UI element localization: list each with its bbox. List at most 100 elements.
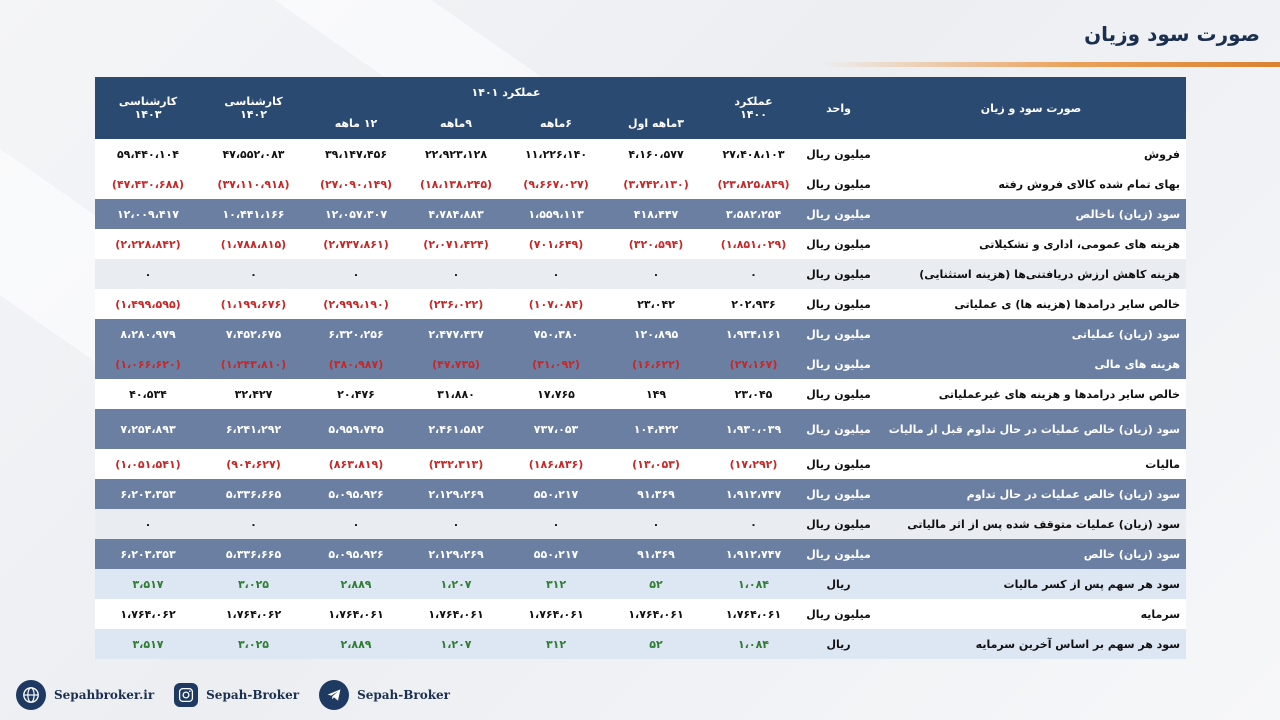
row-label: سود هر سهم بر اساس آخرین سرمایه bbox=[876, 629, 1187, 659]
footer-website[interactable]: Sepahbroker.ir bbox=[16, 680, 154, 710]
row-value: ۳۱۲ bbox=[506, 569, 607, 599]
table-row: هزینه های عمومی، اداری و تشکیلاتی میلیون … bbox=[95, 229, 1187, 259]
table-body: فروش میلیون ریال ۲۷،۴۰۸،۱۰۳ ۴،۱۶۰،۵۷۷ ۱۱،۲۲۶… bbox=[95, 139, 1187, 659]
row-value: ۳،۰۲۵ bbox=[201, 569, 306, 599]
row-value: ۵،۰۹۵،۹۲۶ bbox=[306, 539, 407, 569]
row-value: (۲،۹۹۹،۱۹۰) bbox=[306, 289, 407, 319]
row-value: ۱۲،۰۵۷،۳۰۷ bbox=[306, 199, 407, 229]
row-value: ۷۳۷،۰۵۳ bbox=[506, 409, 607, 449]
row-value: ۱،۹۱۲،۷۴۷ bbox=[706, 479, 802, 509]
row-label: سود (زیان) عملیات متوقف شده پس از اثر ما… bbox=[876, 509, 1187, 539]
row-value: ۳۱،۸۸۰ bbox=[406, 379, 507, 409]
row-unit: میلیون ریال bbox=[801, 139, 877, 169]
row-value: ۲۳،۰۴۲ bbox=[606, 289, 707, 319]
row-value: ۱۰،۴۴۱،۱۶۶ bbox=[201, 199, 306, 229]
row-value: ۱،۷۶۴،۰۶۱ bbox=[706, 599, 802, 629]
row-label: سرمایه bbox=[876, 599, 1187, 629]
row-value: ۲،۸۸۹ bbox=[306, 569, 407, 599]
row-value: (۲،۰۷۱،۴۲۴) bbox=[406, 229, 507, 259]
row-value: ۲،۸۸۹ bbox=[306, 629, 407, 659]
row-unit: میلیون ریال bbox=[801, 379, 877, 409]
row-value: ۰ bbox=[306, 259, 407, 289]
row-unit: میلیون ریال bbox=[801, 409, 877, 449]
row-value: ۵۲ bbox=[606, 629, 707, 659]
table-row: سود (زیان) خالص عملیات در حال تداوم میلیو… bbox=[95, 479, 1187, 509]
row-value: (۳،۷۴۲،۱۳۰) bbox=[606, 169, 707, 199]
row-unit: میلیون ریال bbox=[801, 289, 877, 319]
row-value: ۳،۵۸۲،۲۵۴ bbox=[706, 199, 802, 229]
row-value: (۱،۰۶۶،۶۲۰) bbox=[95, 349, 201, 379]
row-value: ۵۵۰،۲۱۷ bbox=[506, 539, 607, 569]
row-unit: میلیون ریال bbox=[801, 509, 877, 539]
row-value: ۱،۷۶۴،۰۶۱ bbox=[506, 599, 607, 629]
row-label: سود (زیان) خالص bbox=[876, 539, 1187, 569]
row-unit: میلیون ریال bbox=[801, 349, 877, 379]
row-label: هزینه های مالی bbox=[876, 349, 1187, 379]
row-label: سود (زیان) خالص عملیات در حال تداوم قبل … bbox=[876, 409, 1187, 449]
website-label: Sepahbroker.ir bbox=[54, 688, 155, 702]
row-value: (۳۳۲،۳۱۳) bbox=[406, 449, 507, 479]
row-value: (۳۱،۰۹۲) bbox=[506, 349, 607, 379]
row-value: ۶،۲۴۱،۲۹۲ bbox=[201, 409, 306, 449]
footer-instagram[interactable]: Sepah-Broker bbox=[174, 683, 299, 707]
row-value: ۲۰،۴۷۶ bbox=[306, 379, 407, 409]
row-value: (۳۸۰،۹۸۷) bbox=[306, 349, 407, 379]
footer-telegram[interactable]: Sepah-Broker bbox=[319, 680, 450, 710]
row-label: سود هر سهم پس از کسر مالیات bbox=[876, 569, 1187, 599]
row-value: (۱۶،۶۲۲) bbox=[606, 349, 707, 379]
row-label: سود (زیان) ناخالص bbox=[876, 199, 1187, 229]
row-value: ۴،۷۸۴،۸۸۳ bbox=[406, 199, 507, 229]
row-value: ۱،۹۳۴،۱۶۱ bbox=[706, 319, 802, 349]
row-value: ۴۰،۵۳۴ bbox=[95, 379, 201, 409]
telegram-label: Sepah-Broker bbox=[357, 688, 450, 702]
footer: Sepahbroker.ir Sepah-Broker Sepah-Broker bbox=[16, 680, 450, 710]
row-label: خالص سایر درامدها و هزینه های غیرعملیاتی bbox=[876, 379, 1187, 409]
row-value: ۰ bbox=[706, 259, 802, 289]
table-row: هزینه های مالی میلیون ریال (۲۷،۱۶۷) (۱۶،۶۲۲… bbox=[95, 349, 1187, 379]
row-value: ۵۵۰،۲۱۷ bbox=[506, 479, 607, 509]
table-row: سرمایه میلیون ریال ۱،۷۶۴،۰۶۱ ۱،۷۶۴،۰۶۱ ۱،۷۶۴… bbox=[95, 599, 1187, 629]
row-value: ۱،۹۳۰،۰۳۹ bbox=[706, 409, 802, 449]
row-value: (۱،۷۸۸،۸۱۵) bbox=[201, 229, 306, 259]
row-value: ۳۲،۴۲۷ bbox=[201, 379, 306, 409]
table-row: سود (زیان) عملیاتی میلیون ریال ۱،۹۳۴،۱۶۱ ۱۲… bbox=[95, 319, 1187, 349]
table-row: سود (زیان) خالص عملیات در حال تداوم قبل … bbox=[95, 409, 1187, 449]
row-value: (۹۰۴،۶۲۷) bbox=[201, 449, 306, 479]
row-value: ۱،۲۰۷ bbox=[406, 629, 507, 659]
row-value: ۰ bbox=[506, 509, 607, 539]
table-row: سود هر سهم بر اساس آخرین سرمایه ریال ۱،۰۸۴… bbox=[95, 629, 1187, 659]
header-exp1403: کارشناسی ۱۴۰۳ bbox=[95, 77, 201, 139]
table-row: سود هر سهم پس از کسر مالیات ریال ۱،۰۸۴ ۵۲ ۳۱… bbox=[95, 569, 1187, 599]
row-label: سود (زیان) خالص عملیات در حال تداوم bbox=[876, 479, 1187, 509]
row-value: ۴۷،۵۵۲،۰۸۳ bbox=[201, 139, 306, 169]
row-value: ۰ bbox=[406, 259, 507, 289]
header-q9: ۹ماهه bbox=[406, 108, 507, 139]
row-value: ۴۱۸،۴۴۷ bbox=[606, 199, 707, 229]
row-label: بهای تمام شده کالای فروش رفته bbox=[876, 169, 1187, 199]
row-value: ۶،۲۰۳،۳۵۳ bbox=[95, 539, 201, 569]
row-value: ۴،۱۶۰،۵۷۷ bbox=[606, 139, 707, 169]
header-q3: ۳ماهه اول bbox=[606, 108, 707, 139]
row-value: ۲۳،۰۴۵ bbox=[706, 379, 802, 409]
row-value: ۰ bbox=[306, 509, 407, 539]
row-value: ۰ bbox=[95, 259, 201, 289]
table-row: خالص سایر درامدها و هزینه های غیرعملیاتی… bbox=[95, 379, 1187, 409]
row-unit: ریال bbox=[801, 569, 877, 599]
row-value: ۲،۱۲۹،۲۶۹ bbox=[406, 539, 507, 569]
row-value: ۱۱،۲۲۶،۱۴۰ bbox=[506, 139, 607, 169]
row-unit: میلیون ریال bbox=[801, 449, 877, 479]
row-label: خالص سایر درامدها (هزینه ها) ی عملیاتی bbox=[876, 289, 1187, 319]
row-value: ۵،۰۹۵،۹۲۶ bbox=[306, 479, 407, 509]
row-value: (۸۶۳،۸۱۹) bbox=[306, 449, 407, 479]
row-value: ۱،۷۶۴،۰۶۲ bbox=[95, 599, 201, 629]
table-row: خالص سایر درامدها (هزینه ها) ی عملیاتی می… bbox=[95, 289, 1187, 319]
table-row: سود (زیان) عملیات متوقف شده پس از اثر ما… bbox=[95, 509, 1187, 539]
row-label: فروش bbox=[876, 139, 1187, 169]
row-value: ۷،۴۵۲،۶۷۵ bbox=[201, 319, 306, 349]
row-value: ۵۲ bbox=[606, 569, 707, 599]
header-q6: ۶ماهه bbox=[506, 108, 607, 139]
row-value: ۱،۷۶۴،۰۶۱ bbox=[606, 599, 707, 629]
row-value: ۰ bbox=[201, 509, 306, 539]
page-title: صورت سود وزیان bbox=[1084, 22, 1260, 46]
row-value: ۱،۰۸۴ bbox=[706, 629, 802, 659]
